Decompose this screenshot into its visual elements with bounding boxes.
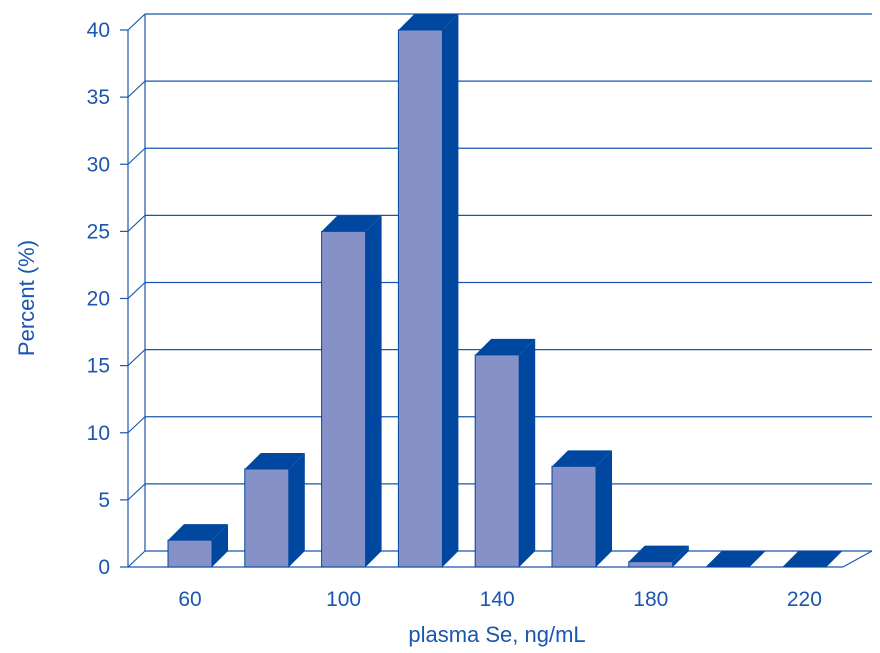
- bar-side-face: [442, 14, 459, 567]
- labels-layer: 0 5 10 15 20 25 30 35 40 60 100 140 180 220: [87, 19, 822, 611]
- grid-diagonal: [127, 80, 146, 98]
- bar-top-face: [168, 524, 228, 541]
- grid-diagonal: [127, 550, 146, 568]
- y-tick-label: 30: [87, 153, 110, 176]
- y-tick-label: 20: [87, 288, 110, 311]
- x-tick-label: 220: [787, 588, 822, 611]
- bars-layer: [167, 14, 843, 568]
- bar-side-face: [672, 545, 689, 567]
- x-tick-label: 60: [178, 588, 201, 611]
- y-tick-label: 35: [87, 86, 110, 109]
- y-tick-label: 10: [87, 422, 110, 445]
- bar-side-face: [519, 338, 536, 567]
- y-tick-label: 40: [87, 19, 110, 42]
- y-tick-label: 5: [98, 489, 110, 512]
- bar: [628, 545, 689, 568]
- grid-diagonal: [127, 349, 146, 367]
- bar: [474, 338, 536, 568]
- grid-diagonal: [127, 147, 146, 165]
- bar-front-face: [321, 230, 367, 568]
- bar-front-face: [551, 465, 597, 568]
- bar-side-face: [288, 452, 305, 567]
- x-axis-title: plasma Se, ng/mL: [408, 622, 585, 647]
- grid-diagonal: [127, 282, 146, 299]
- bar-top-face: [552, 450, 612, 467]
- y-tick-label: 15: [87, 355, 110, 378]
- grid-diagonal: [127, 214, 146, 232]
- y-tick-label: 25: [87, 220, 110, 243]
- bar-side-face: [212, 524, 228, 567]
- bar-front-face: [397, 29, 443, 568]
- bar-front-face: [244, 468, 290, 568]
- bar-front-face: [628, 561, 674, 568]
- bar-top-face: [705, 551, 766, 567]
- x-tick-label: 140: [480, 588, 515, 611]
- bar: [244, 452, 305, 568]
- floor-right-edge: [842, 550, 873, 568]
- bar-side-face: [365, 215, 382, 567]
- bar: [397, 14, 459, 568]
- bar-top-face: [321, 215, 382, 232]
- bar: [167, 524, 228, 568]
- bar: [321, 215, 382, 568]
- bar: [705, 551, 766, 567]
- grid-diagonal: [127, 416, 146, 434]
- y-tick-label: 0: [98, 556, 110, 579]
- bar-top-face: [244, 452, 305, 469]
- bar-side-face: [596, 450, 612, 567]
- bar-top-face: [475, 338, 536, 355]
- bar-top-face: [628, 545, 689, 562]
- bar-top-face: [398, 14, 459, 30]
- bar-top-face: [782, 551, 843, 567]
- x-tick-label: 100: [326, 588, 361, 611]
- x-tick-label: 180: [633, 588, 668, 611]
- y-axis-title: Percent (%): [14, 240, 39, 356]
- bar-front-face: [167, 539, 213, 568]
- grid-diagonal: [127, 483, 146, 501]
- grid-diagonal: [127, 13, 146, 31]
- bar: [551, 450, 612, 568]
- bar-front-face: [474, 354, 520, 568]
- bar: [782, 551, 843, 567]
